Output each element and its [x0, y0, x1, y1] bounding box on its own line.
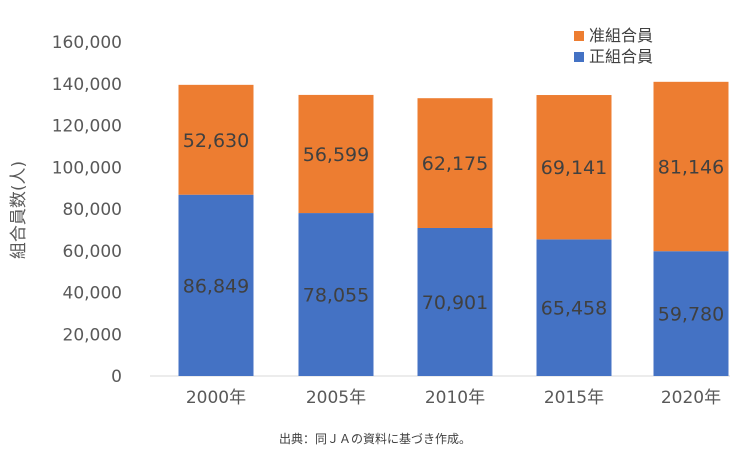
- legend-label: 正組合員: [589, 47, 653, 66]
- bar-seikumiai-2015年: [536, 239, 612, 376]
- y-tick-label: 120,000: [52, 117, 122, 137]
- y-tick-label: 60,000: [63, 242, 122, 262]
- stacked-bar-chart: 0 20,000 40,000 60,000 80,000 100,000 120,000 1…: [9, 26, 730, 408]
- bar-junkumiai-2000年: [178, 84, 254, 195]
- legend-swatch: [574, 52, 584, 62]
- x-tick-label: 2000年: [186, 388, 246, 408]
- data-label: 78,055: [303, 285, 369, 307]
- bar-junkumiai-2010年: [417, 98, 493, 228]
- y-tick-label: 160,000: [52, 33, 122, 53]
- bar-seikumiai-2020年: [653, 251, 729, 376]
- bar-seikumiai-2010年: [417, 227, 493, 376]
- data-label: 70,901: [422, 292, 488, 314]
- bar-seikumiai-2000年: [178, 194, 254, 376]
- legend-swatch: [574, 31, 584, 41]
- y-tick-label: 0: [111, 367, 122, 387]
- source-note: 出典：同ＪＡの資料に基づき作成。: [278, 432, 471, 446]
- data-label: 62,175: [422, 153, 488, 175]
- legend-label: 准組合員: [589, 26, 653, 45]
- y-tick-label: 80,000: [63, 200, 122, 220]
- data-label: 65,458: [541, 298, 607, 320]
- bar-junkumiai-2005年: [298, 94, 374, 214]
- y-tick-label: 20,000: [63, 325, 122, 345]
- x-tick-label: 2005年: [306, 388, 366, 408]
- x-tick-label: 2020年: [661, 388, 721, 408]
- x-tick-label: 2010年: [425, 388, 485, 408]
- y-axis-ticks: 0 20,000 40,000 60,000 80,000 100,000 120,000 1…: [52, 33, 122, 387]
- x-axis-ticks: 2000年 2005年 2010年 2015年 2020年: [186, 388, 721, 408]
- x-tick-label: 2015年: [544, 388, 604, 408]
- data-label: 56,599: [303, 144, 369, 166]
- y-tick-label: 100,000: [52, 158, 122, 178]
- y-tick-label: 40,000: [63, 284, 122, 304]
- y-axis-label: 組合員数(人): [9, 161, 29, 259]
- data-label: 86,849: [183, 275, 249, 297]
- bar-junkumiai-2015年: [536, 95, 612, 240]
- bars-group: 86,849 52,630 78,055 56,599 70,901 62,175 65,4…: [178, 81, 729, 376]
- y-tick-label: 140,000: [52, 75, 122, 95]
- data-label: 69,141: [541, 157, 607, 179]
- data-label: 59,780: [658, 304, 724, 326]
- data-label: 52,630: [183, 130, 249, 152]
- data-label: 81,146: [658, 157, 724, 179]
- bar-seikumiai-2005年: [298, 213, 374, 376]
- bar-junkumiai-2020年: [653, 81, 729, 252]
